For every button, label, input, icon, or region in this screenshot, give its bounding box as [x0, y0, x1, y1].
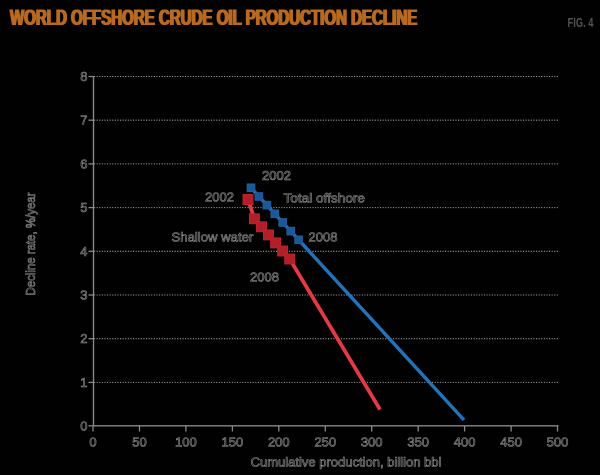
svg-text:150: 150 — [222, 435, 244, 450]
svg-text:WORLD OFFSHORE CRUDE OIL PRODU: WORLD OFFSHORE CRUDE OIL PRODUCTION DECL… — [10, 5, 417, 30]
svg-text:3: 3 — [80, 288, 87, 303]
svg-text:350: 350 — [407, 435, 429, 450]
svg-text:250: 250 — [314, 435, 336, 450]
svg-text:2002: 2002 — [262, 168, 291, 183]
svg-text:450: 450 — [500, 435, 522, 450]
svg-text:400: 400 — [454, 435, 476, 450]
svg-text:0: 0 — [80, 418, 87, 433]
svg-text:Cumulative production, billion: Cumulative production, billion bbl — [251, 454, 442, 469]
svg-text:300: 300 — [361, 435, 383, 450]
svg-text:8: 8 — [80, 69, 87, 84]
svg-text:4: 4 — [80, 244, 87, 259]
svg-text:6: 6 — [80, 156, 87, 171]
svg-text:2008: 2008 — [309, 230, 338, 245]
svg-text:WORLD OFFSHORE CRUDE OIL PRODU: WORLD OFFSHORE CRUDE OIL PRODUCTION DECL… — [11, 5, 418, 30]
svg-text:500: 500 — [547, 435, 569, 450]
svg-text:Shallow water: Shallow water — [172, 230, 254, 245]
svg-text:50: 50 — [132, 435, 146, 450]
svg-text:0: 0 — [89, 435, 96, 450]
svg-text:1: 1 — [80, 375, 87, 390]
svg-text:100: 100 — [175, 435, 197, 450]
svg-text:2008: 2008 — [250, 270, 279, 285]
svg-text:2002: 2002 — [205, 190, 234, 205]
svg-text:Total offshore: Total offshore — [284, 191, 366, 206]
svg-text:7: 7 — [80, 113, 87, 128]
svg-text:5: 5 — [80, 200, 87, 215]
svg-text:FIG. 4: FIG. 4 — [568, 17, 595, 31]
svg-text:WORLD OFFSHORE CRUDE OIL PRODU: WORLD OFFSHORE CRUDE OIL PRODUCTION DECL… — [9, 5, 416, 30]
svg-text:200: 200 — [268, 435, 290, 450]
svg-text:2: 2 — [80, 331, 87, 346]
svg-text:Decline rate, %/year: Decline rate, %/year — [24, 193, 39, 296]
